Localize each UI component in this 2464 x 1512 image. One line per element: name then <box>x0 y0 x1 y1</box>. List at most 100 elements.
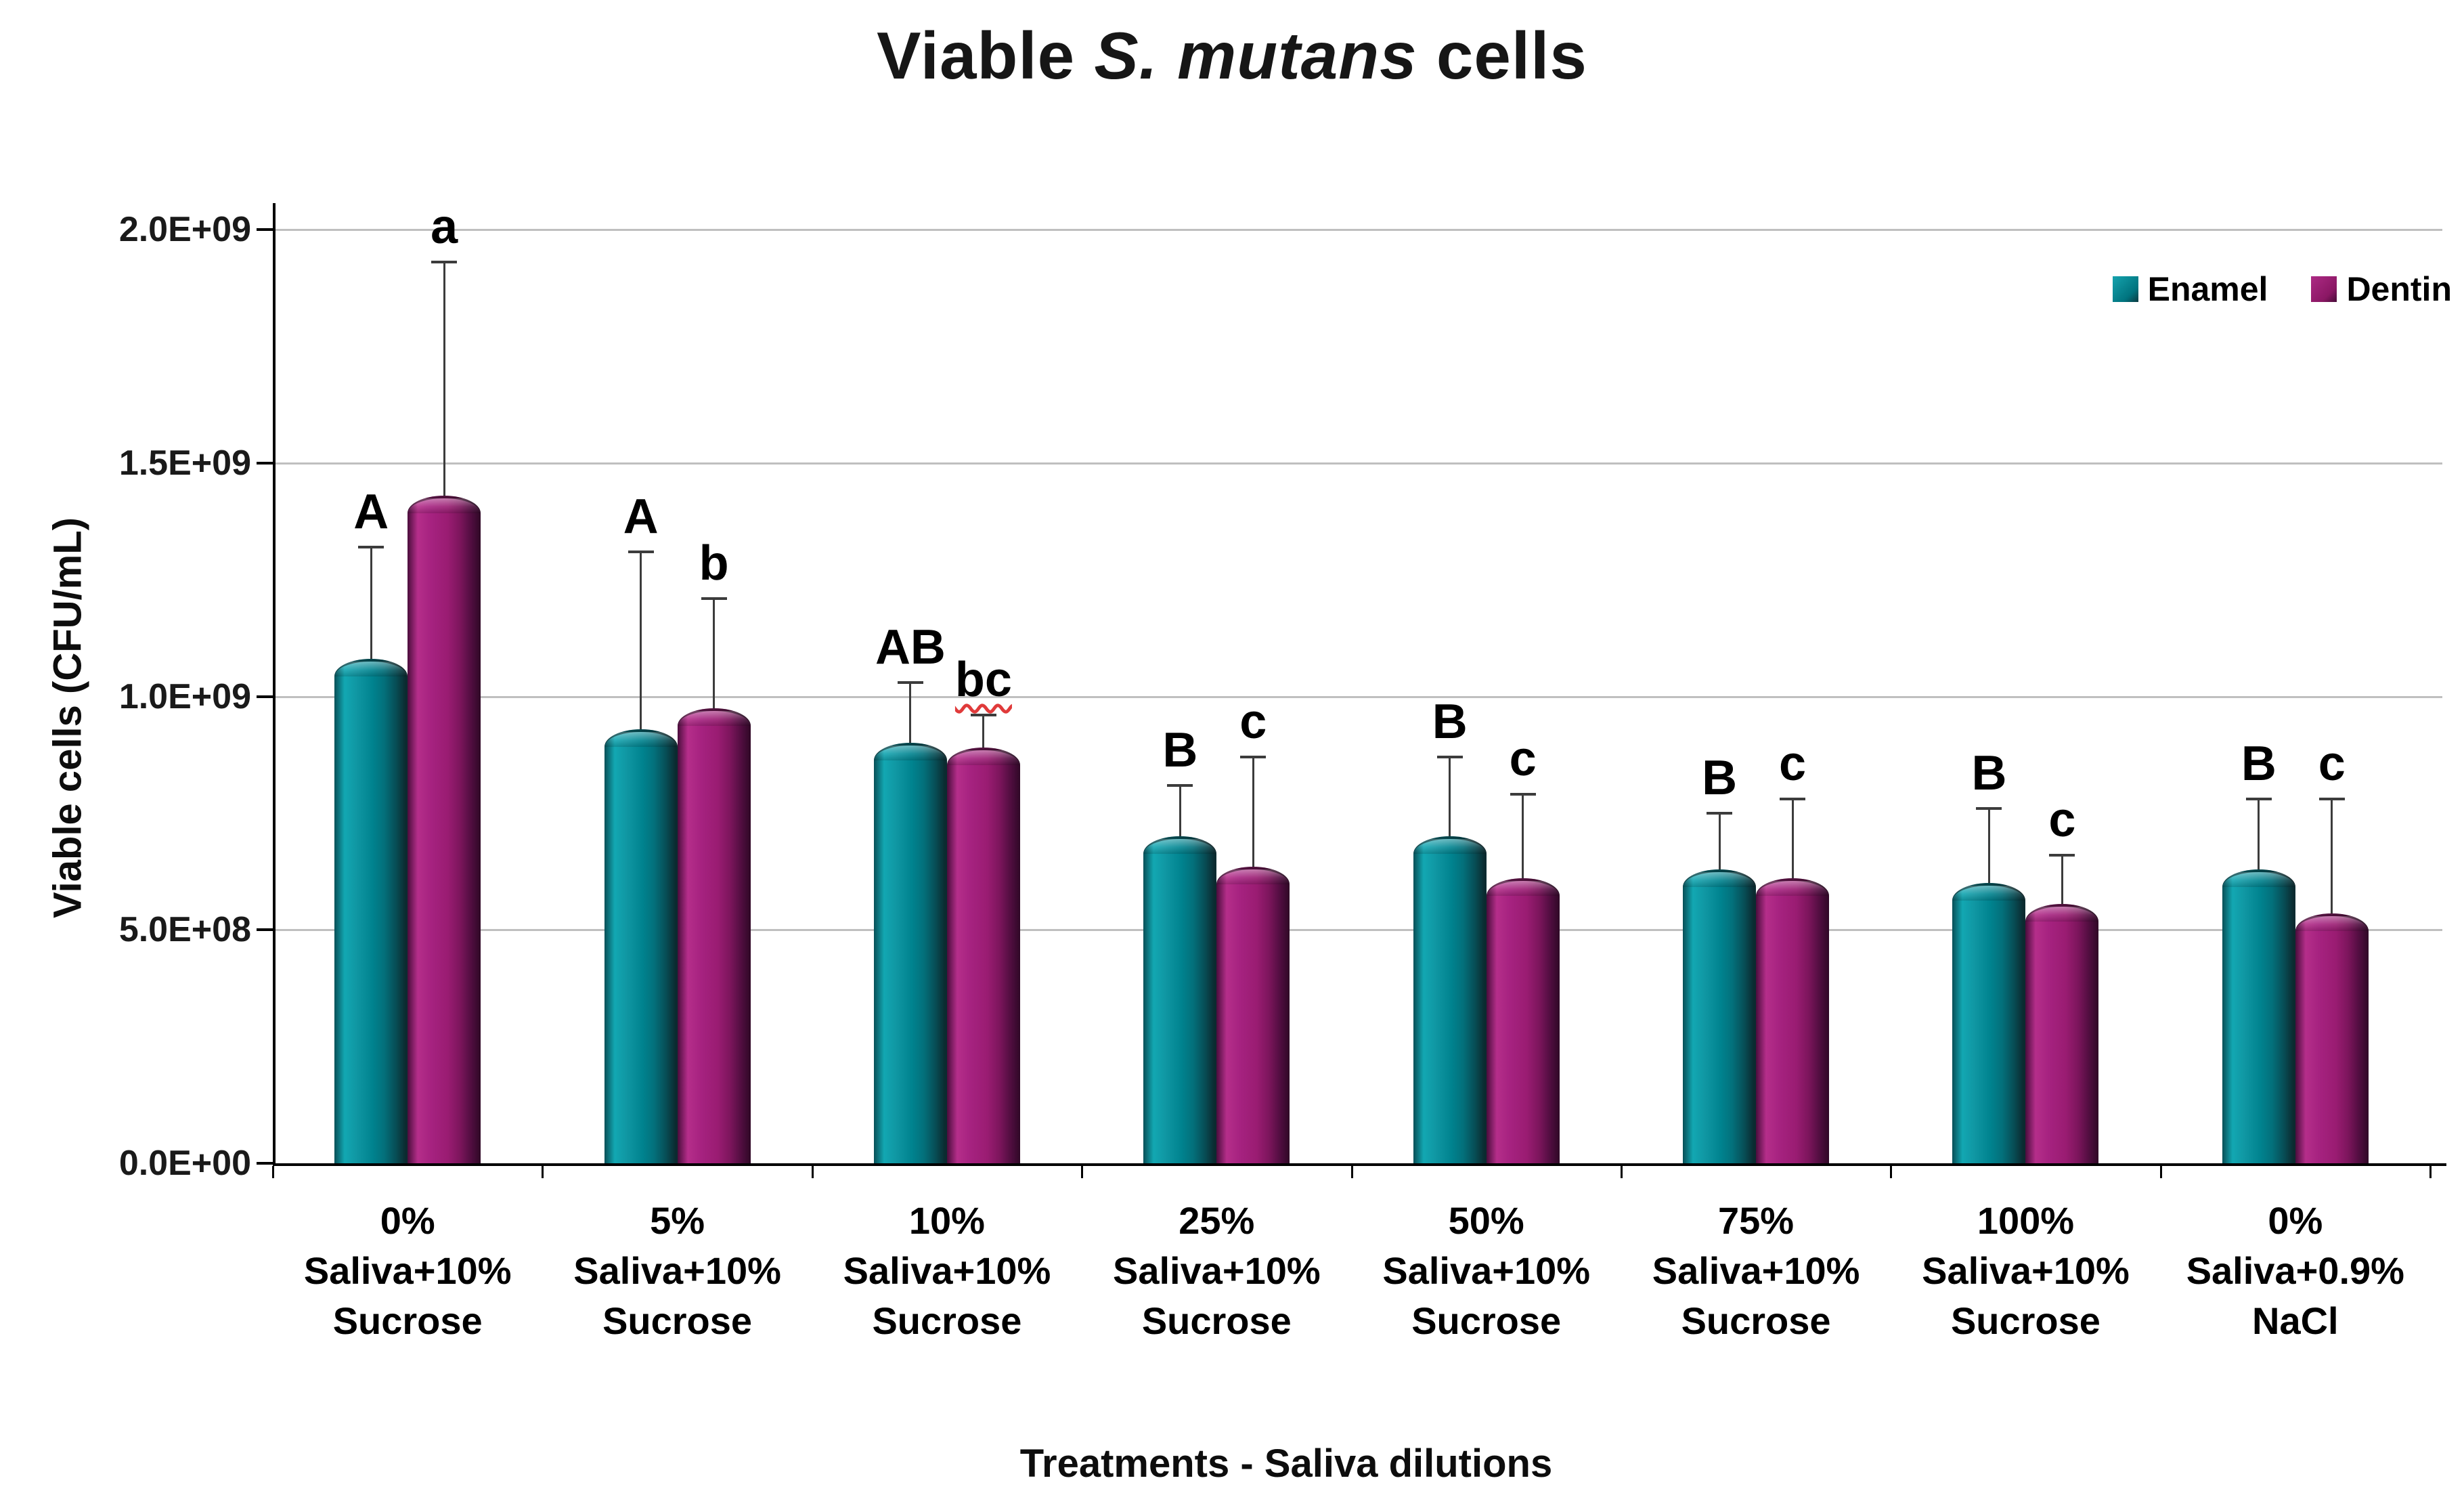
y-tick-mark <box>257 461 273 465</box>
error-bar-cap <box>1167 783 1193 787</box>
gridline-2.0E+09 <box>273 229 2442 231</box>
significance-letter-enamel-4: B <box>1162 722 1198 777</box>
error-bar-cap <box>1240 756 1267 759</box>
gridline-5.0E+08 <box>273 929 2442 932</box>
significance-letter-enamel-8: B <box>2241 737 2276 792</box>
legend-item-dentin: Dentin <box>2311 269 2452 309</box>
y-axis-title: Viable cells (CFU/mL) <box>45 517 90 918</box>
error-bar-dentin-7 <box>2061 855 2063 905</box>
x-category-label-line: Saliva+10% <box>1112 1249 1321 1292</box>
error-bar-dentin-5 <box>1522 794 1524 879</box>
x-category-label-line: Saliva+10% <box>573 1249 781 1292</box>
x-category-label-line: Sucrose <box>1411 1299 1562 1342</box>
significance-letter-enamel-1: A <box>353 484 389 539</box>
significance-letter-dentin-5: c <box>1509 732 1537 787</box>
bar-enamel-3 <box>873 743 947 1163</box>
error-bar-dentin-1 <box>443 262 445 496</box>
legend-swatch-dentin <box>2311 276 2337 302</box>
x-axis-line <box>273 1163 2446 1166</box>
x-category-label-line: 25% <box>1179 1199 1255 1242</box>
error-bar-cap <box>358 545 384 548</box>
chart-title-species: S. mutans <box>1094 18 1417 93</box>
significance-letter-dentin-7: c <box>2048 792 2076 847</box>
x-category-label-line: 50% <box>1448 1199 1524 1242</box>
bar-enamel-5 <box>1413 836 1487 1163</box>
bar-dentin-2 <box>677 708 751 1163</box>
x-category-label-line: 100% <box>1977 1199 2075 1242</box>
legend: Enamel Dentin <box>2112 269 2452 309</box>
x-category-label-line: Saliva+10% <box>303 1249 512 1292</box>
error-bar-enamel-1 <box>370 546 372 660</box>
x-category-label-line: Sucrose <box>332 1299 483 1342</box>
bar-dentin-8 <box>2295 913 2369 1163</box>
y-tick-mark <box>257 695 273 698</box>
x-category-label-line: Saliva+10% <box>843 1249 1051 1292</box>
error-bar-cap <box>2245 798 2272 801</box>
x-category-label: 0% Saliva+10% Sucrose <box>273 1196 542 1346</box>
y-tick-label: 1.5E+09 <box>118 443 251 483</box>
bar-dentin-1 <box>408 496 481 1163</box>
chart-title-suffix: cells <box>1417 18 1587 93</box>
legend-item-enamel: Enamel <box>2112 269 2268 309</box>
x-category-label-line: Sucrose <box>1681 1299 1831 1342</box>
bar-enamel-1 <box>334 659 408 1163</box>
x-axis-title: Treatments - Saliva dilutions <box>1019 1442 1553 1486</box>
error-bar-enamel-6 <box>1718 813 1721 869</box>
x-category-label-line: 5% <box>650 1199 705 1242</box>
x-category-label: 5% Saliva+10% Sucrose <box>542 1196 812 1346</box>
x-tick-mark <box>272 1166 274 1178</box>
bar-enamel-7 <box>1952 883 2026 1163</box>
gridline-1.0E+09 <box>273 695 2442 698</box>
x-tick-mark <box>1350 1166 1353 1178</box>
error-bar-enamel-3 <box>909 682 912 743</box>
error-bar-enamel-7 <box>1987 808 1990 884</box>
y-tick-mark <box>257 1162 273 1165</box>
error-bar-cap <box>2318 798 2345 801</box>
bar-dentin-5 <box>1486 878 1560 1163</box>
error-bar-enamel-2 <box>640 551 642 729</box>
x-category-label-line: Saliva+10% <box>1382 1249 1591 1292</box>
y-axis-line <box>273 203 276 1166</box>
bar-dentin-3 <box>946 748 1020 1163</box>
x-category-label-line: Sucrose <box>1950 1299 2100 1342</box>
x-category-label: 10% Saliva+10% Sucrose <box>812 1196 1082 1346</box>
x-category-label-line: 0% <box>2268 1199 2323 1242</box>
x-category-label-line: Sucrose <box>1141 1299 1292 1342</box>
significance-letter-enamel-7: B <box>1971 746 2007 800</box>
x-tick-mark <box>542 1166 544 1178</box>
x-tick-mark <box>811 1166 814 1178</box>
x-category-label: 25% Saliva+10% Sucrose <box>1082 1196 1351 1346</box>
error-bar-cap <box>431 261 458 264</box>
significance-letter-dentin-6: c <box>1779 737 1807 792</box>
bar-dentin-7 <box>2025 904 2099 1163</box>
gridline-1.5E+09 <box>273 462 2442 465</box>
x-category-label-line: 0% <box>380 1199 435 1242</box>
y-tick-label: 0.0E+00 <box>118 1144 251 1183</box>
error-bar-cap <box>897 681 923 684</box>
significance-letter-dentin-1: a <box>431 200 458 255</box>
error-bar-cap <box>628 550 654 553</box>
significance-letter-dentin-8: c <box>2318 737 2346 792</box>
significance-letter-enamel-2: A <box>623 489 659 544</box>
significance-letter-enamel-6: B <box>1702 750 1738 805</box>
y-tick-mark <box>257 928 273 932</box>
y-tick-label: 2.0E+09 <box>118 210 251 249</box>
error-bar-cap <box>1510 793 1536 796</box>
error-bar-dentin-2 <box>713 598 716 708</box>
bar-enamel-4 <box>1143 836 1217 1163</box>
x-category-label-line: 75% <box>1718 1199 1795 1242</box>
y-tick-label: 1.0E+09 <box>118 676 251 716</box>
chart-title: Viable S. mutans cells <box>0 18 2464 94</box>
x-category-label-line: Saliva+10% <box>1922 1249 2130 1292</box>
bar-enamel-8 <box>2222 869 2295 1163</box>
x-category-label: 0% Saliva+0.9% NaCl <box>2161 1196 2430 1346</box>
x-category-label: 100% Saliva+10% Sucrose <box>1891 1196 2160 1346</box>
significance-letter-dentin-2: b <box>699 536 729 590</box>
error-bar-cap <box>701 597 727 600</box>
error-bar-cap <box>1707 811 1733 815</box>
x-category-label: 75% Saliva+10% Sucrose <box>1621 1196 1891 1346</box>
error-bar-enamel-8 <box>2258 799 2260 869</box>
x-tick-mark <box>1620 1166 1623 1178</box>
x-tick-mark <box>2429 1166 2432 1178</box>
